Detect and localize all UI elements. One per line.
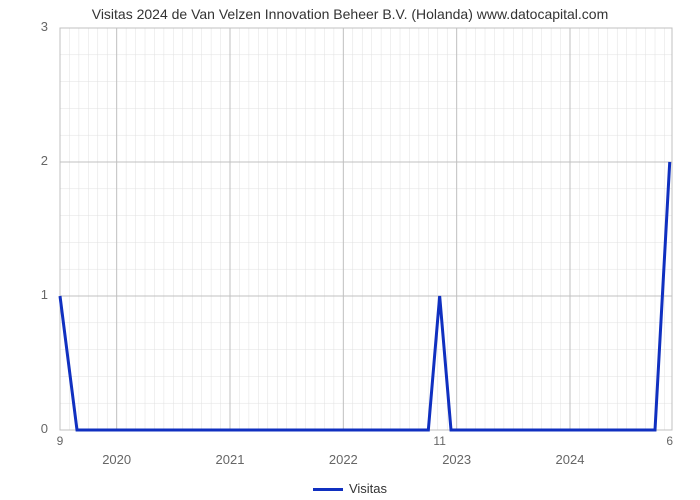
x-tick-label: 2021: [216, 452, 245, 467]
legend-swatch: [313, 488, 343, 491]
x-tick-label: 2020: [102, 452, 131, 467]
legend-label: Visitas: [349, 481, 387, 496]
y-tick-label: 2: [0, 153, 48, 168]
y-tick-label: 1: [0, 287, 48, 302]
x-tick-label: 2024: [556, 452, 585, 467]
data-point-label: 6: [666, 434, 673, 448]
x-tick-label: 2022: [329, 452, 358, 467]
data-point-label: 11: [433, 434, 445, 448]
y-tick-label: 0: [0, 421, 48, 436]
legend: Visitas: [0, 481, 700, 496]
y-tick-label: 3: [0, 19, 48, 34]
plot-area: [0, 0, 700, 500]
data-point-label: 9: [57, 434, 64, 448]
line-chart: Visitas 2024 de Van Velzen Innovation Be…: [0, 0, 700, 500]
x-tick-label: 2023: [442, 452, 471, 467]
